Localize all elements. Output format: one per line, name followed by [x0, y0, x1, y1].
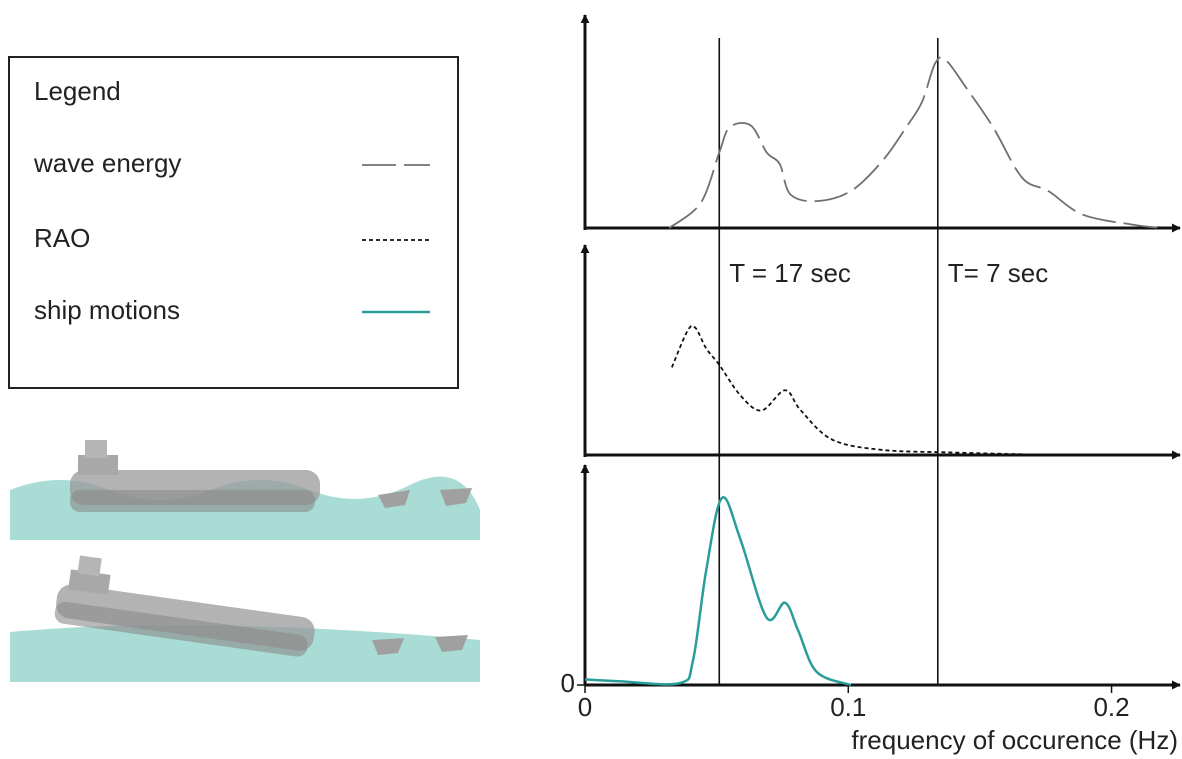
legend-label: RAO: [34, 223, 90, 253]
ship-illustration: [10, 440, 480, 682]
annotation-label: T = 17 sec: [729, 258, 851, 288]
legend-label: ship motions: [34, 295, 180, 325]
legend-box: [8, 56, 459, 389]
legend-title: Legend: [34, 76, 121, 106]
annotation-label: T= 7 sec: [948, 258, 1048, 288]
x-tick-label: 0.1: [830, 692, 866, 722]
data-line: [584, 496, 852, 687]
x-tick-label: 0: [578, 692, 592, 722]
x-axis-label: frequency of occurence (Hz): [851, 725, 1178, 755]
data-line: [671, 324, 1052, 456]
data-line: [668, 56, 1162, 229]
x-tick-label: 0.2: [1093, 692, 1129, 722]
y-tick-label: 0: [561, 668, 575, 698]
legend-label: wave energy: [33, 148, 181, 178]
